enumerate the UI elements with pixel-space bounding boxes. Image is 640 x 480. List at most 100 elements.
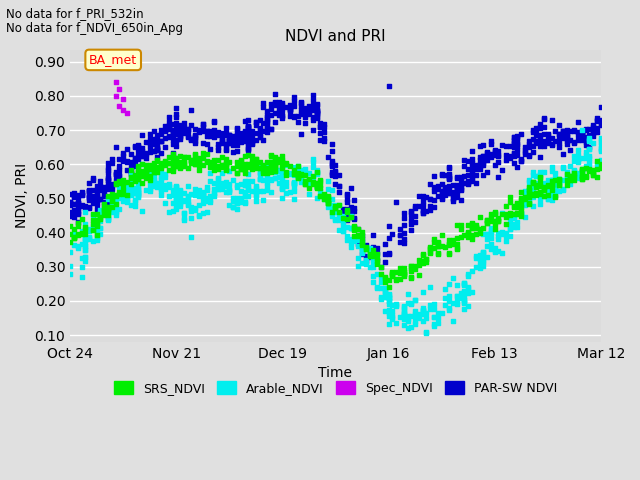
Point xyxy=(296,174,307,181)
Point xyxy=(266,158,276,166)
Point xyxy=(330,172,340,180)
Point xyxy=(531,191,541,199)
Point xyxy=(213,165,223,172)
Point xyxy=(592,117,602,125)
Point xyxy=(224,136,234,144)
Point xyxy=(569,168,579,176)
Point xyxy=(478,157,488,165)
Point xyxy=(399,270,409,278)
Point xyxy=(497,167,508,174)
Point xyxy=(103,174,113,182)
Point xyxy=(330,216,340,223)
Point xyxy=(220,182,230,190)
Point xyxy=(467,221,477,228)
Point xyxy=(145,185,155,193)
Point xyxy=(368,256,378,264)
Point xyxy=(490,147,500,155)
Point xyxy=(399,268,409,276)
Point xyxy=(137,172,147,180)
Point xyxy=(417,250,428,257)
Point xyxy=(182,127,193,135)
Point xyxy=(171,191,181,199)
Point xyxy=(194,159,204,167)
Point xyxy=(182,125,193,133)
Point xyxy=(72,222,83,229)
Point xyxy=(277,184,287,192)
Point xyxy=(372,256,382,264)
Point xyxy=(69,230,79,238)
Point xyxy=(399,309,409,316)
Point xyxy=(168,186,178,193)
Point xyxy=(168,164,178,172)
Point xyxy=(115,191,125,199)
Point xyxy=(531,182,541,190)
Point xyxy=(255,125,265,133)
Point xyxy=(190,160,200,168)
Point xyxy=(440,286,451,293)
Point xyxy=(217,168,227,176)
Point xyxy=(69,233,79,240)
Point xyxy=(380,285,390,292)
Point xyxy=(243,183,253,191)
Point xyxy=(493,235,504,242)
Point xyxy=(190,137,200,145)
Point xyxy=(69,241,79,249)
Point xyxy=(524,140,534,148)
Point xyxy=(596,120,606,127)
Point xyxy=(103,180,113,187)
Point xyxy=(92,205,102,213)
Point xyxy=(319,195,329,203)
Point xyxy=(433,242,443,250)
Point xyxy=(103,182,113,190)
Point xyxy=(421,255,431,263)
Point xyxy=(186,156,196,164)
Point xyxy=(194,188,204,195)
Point xyxy=(141,139,151,146)
Point xyxy=(554,181,564,189)
Point xyxy=(103,211,113,219)
Point xyxy=(596,138,606,145)
Point xyxy=(312,109,322,117)
Point xyxy=(220,167,230,174)
Point xyxy=(584,125,595,133)
Point xyxy=(482,216,492,224)
Point xyxy=(251,121,261,129)
Point xyxy=(80,208,90,216)
Point xyxy=(565,147,575,155)
Point xyxy=(493,216,504,224)
Point xyxy=(296,103,307,110)
Point xyxy=(323,185,333,192)
Point xyxy=(198,192,208,199)
Point xyxy=(535,173,545,180)
Point xyxy=(255,176,265,183)
Point xyxy=(527,142,538,150)
Point xyxy=(92,191,102,198)
Point xyxy=(137,168,147,176)
Point xyxy=(190,185,200,193)
Point xyxy=(387,301,397,309)
Point xyxy=(368,278,378,286)
Point xyxy=(470,224,481,231)
Point xyxy=(107,190,117,197)
Point xyxy=(160,134,170,142)
Point xyxy=(168,155,178,162)
Point xyxy=(596,134,606,142)
Point xyxy=(99,201,109,208)
Point xyxy=(417,304,428,312)
Point xyxy=(460,298,470,306)
Point xyxy=(65,208,76,216)
Point xyxy=(410,297,420,304)
Point xyxy=(171,157,181,165)
Point xyxy=(326,208,337,216)
Point xyxy=(65,222,76,230)
Point xyxy=(406,300,417,307)
Point xyxy=(425,301,435,309)
Point xyxy=(433,314,443,322)
Point xyxy=(535,188,545,196)
Point xyxy=(349,207,360,215)
Point xyxy=(224,137,234,144)
Point xyxy=(338,214,348,222)
Point xyxy=(251,158,261,166)
Point xyxy=(312,100,322,108)
Point xyxy=(482,242,492,250)
